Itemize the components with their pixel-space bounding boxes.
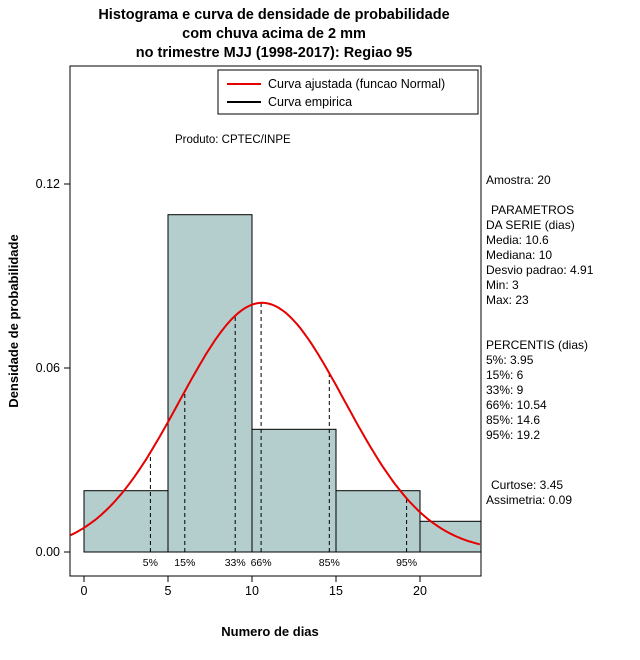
chart-title-line2: com chuva acima de 2 mm: [182, 26, 366, 42]
percentile-label: 85%: [319, 557, 340, 569]
x-tick-label: 0: [81, 584, 88, 598]
fitted-normal-curve: [70, 301, 481, 546]
y-tick-label: 0.12: [36, 177, 60, 191]
stat-p85: 85%: 14.6: [486, 413, 541, 427]
stat-curtose: Curtose: 3.45: [491, 478, 564, 492]
stat-param-header-1: PARAMETROS: [491, 203, 575, 217]
histogram-bar: [167, 214, 253, 553]
percentile-label: 15%: [174, 557, 195, 569]
stat-percentis-header: PERCENTIS (dias): [486, 338, 589, 352]
spacer: [486, 443, 638, 478]
x-tick-label: 5: [165, 584, 172, 598]
watermark-label: Produto: CPTEC/INPE: [175, 134, 291, 146]
stat-media: Media: 10.6: [486, 233, 549, 247]
stat-param-header-2: DA SERIE (dias): [486, 218, 575, 232]
y-tick-label: 0.06: [36, 361, 60, 375]
stats-panel: Amostra: 20 PARAMETROS DA SERIE (dias) M…: [486, 173, 638, 508]
y-axis-label: Densidade de probabilidade: [6, 234, 21, 407]
legend-box: [217, 69, 479, 115]
stat-p33: 33%: 9: [486, 383, 524, 397]
chart-title: Histograma e curva de densidade de proba…: [0, 6, 548, 63]
legend-fitted-label: Curva ajustada (funcao Normal): [268, 77, 445, 91]
stat-p66: 66%: 10.54: [486, 398, 547, 412]
chart-title-line3: no trimestre MJJ (1998-2017): Regiao 95: [135, 45, 413, 61]
x-tick-label: 15: [329, 584, 343, 598]
spacer: [486, 188, 638, 203]
legend: Curva ajustada (funcao Normal) Curva emp…: [217, 69, 479, 115]
percentile-label: 5%: [143, 557, 158, 569]
legend-empirical-label: Curva empirica: [268, 95, 352, 109]
stat-assimetria: Assimetria: 0.09: [486, 493, 573, 507]
plot-border: [69, 65, 482, 577]
percentile-label: 95%: [396, 557, 417, 569]
histogram-bar: [83, 490, 169, 553]
stat-amostra: Amostra: 20: [486, 173, 551, 187]
stat-desvio-padrao: Desvio padrao: 4.91: [486, 263, 594, 277]
spacer: [486, 308, 638, 338]
x-tick-label: 20: [413, 584, 427, 598]
stat-min: Min: 3: [486, 278, 519, 292]
percentile-label: 66%: [251, 557, 272, 569]
stat-p15: 15%: 6: [486, 368, 524, 382]
x-axis-label: Numero de dias: [221, 624, 319, 639]
stat-p95: 95%: 19.2: [486, 428, 541, 442]
plot-dynamic-layer: 5% 15% 33% 66% 85% 95%: [70, 214, 482, 569]
x-tick-label: 10: [245, 584, 259, 598]
histogram-bar: [419, 520, 482, 553]
histogram-bar: [251, 428, 337, 553]
y-tick-label: 0.00: [36, 545, 60, 559]
chart-title-line1: Histograma e curva de densidade de proba…: [98, 7, 450, 23]
stat-max: Max: 23: [486, 293, 529, 307]
histogram-bar: [335, 490, 421, 553]
percentile-label: 33%: [225, 557, 246, 569]
stat-p5: 5%: 3.95: [486, 353, 534, 367]
stat-mediana: Mediana: 10: [486, 248, 553, 262]
